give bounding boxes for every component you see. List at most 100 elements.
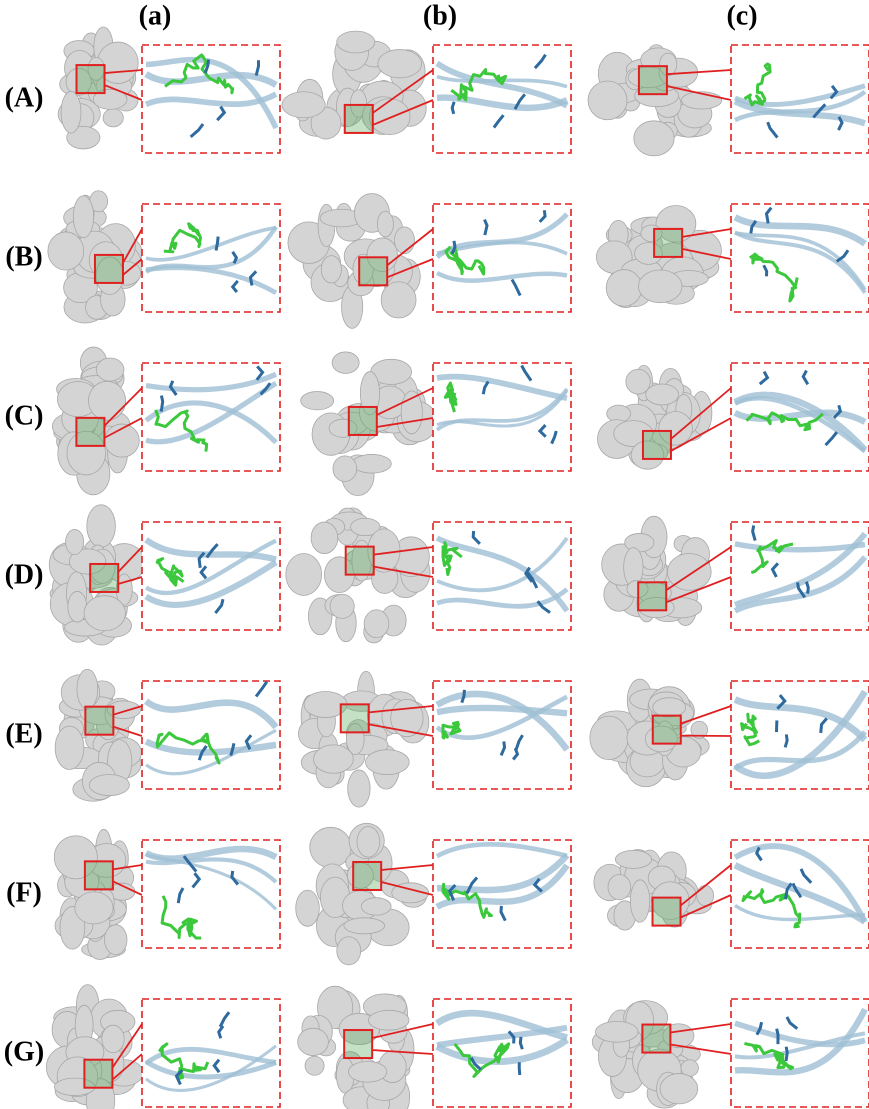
protein-surface — [595, 1020, 639, 1043]
ligand-sticks — [741, 888, 802, 929]
residue-sticks — [837, 116, 844, 131]
residue-sticks — [450, 101, 456, 115]
protein-surface — [69, 548, 107, 575]
residue-sticks — [197, 745, 208, 761]
protein-surface — [304, 1055, 325, 1076]
protein-surface — [360, 897, 392, 916]
docking-panel — [596, 203, 869, 313]
ribbon — [733, 843, 868, 924]
residue-sticks — [829, 84, 839, 100]
ligand-site — [651, 714, 682, 745]
ligand-sticks — [163, 222, 202, 254]
protein-surface — [630, 440, 665, 470]
ribbon — [145, 1044, 277, 1093]
protein-surface — [348, 1061, 388, 1083]
protein-surface — [350, 517, 381, 537]
ligand-site — [343, 103, 374, 134]
protein-surface — [625, 368, 651, 395]
residue-sticks — [799, 868, 813, 884]
ribbon — [733, 730, 868, 771]
connector — [368, 723, 434, 737]
ligand-site — [641, 1023, 672, 1054]
ligand-site — [83, 860, 114, 891]
ribbon — [734, 231, 867, 291]
column-label: (c) — [726, 0, 757, 31]
residue-sticks — [197, 551, 206, 568]
protein-surface — [65, 529, 85, 556]
residue-sticks — [766, 121, 779, 139]
connector — [112, 864, 143, 871]
ligand-sticks — [154, 409, 209, 452]
ribbon — [144, 845, 278, 862]
ligand-sticks — [453, 1042, 511, 1078]
protein-surface — [659, 52, 678, 77]
protein-surface — [76, 668, 99, 710]
protein-surface — [329, 593, 355, 619]
docking-panel — [295, 822, 572, 966]
ribbon — [436, 536, 569, 593]
ribbon — [145, 371, 278, 393]
residue-sticks — [764, 206, 773, 224]
protein-surface — [336, 30, 376, 54]
docking-panel — [601, 515, 869, 631]
residue-sticks — [784, 1046, 789, 1062]
residue-sticks — [447, 883, 457, 901]
protein-surface — [629, 879, 651, 923]
residue-sticks — [819, 717, 828, 734]
docking-panel — [297, 985, 572, 1109]
connector — [104, 69, 143, 74]
residue-sticks — [514, 734, 524, 752]
ligand-site — [343, 1029, 374, 1060]
protein-surface — [356, 826, 381, 858]
residue-sticks — [783, 734, 789, 748]
residue-sticks — [471, 530, 481, 545]
protein-surface — [351, 454, 392, 474]
residue-sticks — [214, 236, 220, 251]
residue-sticks — [762, 264, 769, 277]
protein-surface — [343, 917, 385, 935]
protein-surface — [310, 106, 342, 140]
ribbon — [436, 704, 568, 717]
connector — [117, 546, 143, 573]
ligand-site — [75, 64, 106, 95]
residue-sticks — [254, 680, 269, 698]
ribbon — [436, 373, 568, 401]
protein-surface — [281, 91, 326, 119]
docking-panel — [53, 828, 281, 960]
ligand-site — [339, 703, 370, 734]
residue-sticks — [229, 743, 236, 756]
residue-sticks — [205, 543, 219, 559]
connector — [670, 1023, 732, 1034]
connector — [104, 84, 143, 101]
residue-sticks — [189, 123, 205, 139]
column-label: (a) — [139, 0, 172, 31]
docking-panel — [285, 507, 572, 644]
ribbon — [435, 387, 569, 432]
ligand-sticks — [740, 712, 760, 747]
row-label: (G) — [4, 1036, 44, 1067]
connector — [681, 228, 732, 238]
ribbon — [435, 60, 569, 109]
connector — [372, 99, 434, 126]
residue-sticks — [199, 565, 208, 580]
connector — [372, 1049, 434, 1055]
protein-surface — [365, 749, 410, 775]
ribbon — [145, 857, 278, 884]
protein-surface — [309, 826, 352, 868]
protein-surface — [332, 455, 358, 482]
connector — [371, 1023, 434, 1039]
ligand-site — [347, 405, 378, 436]
residue-sticks — [785, 1016, 799, 1030]
docking-panel — [51, 346, 281, 496]
docking-panel — [587, 44, 869, 157]
ligand-sticks — [450, 68, 508, 102]
inset-frame — [730, 44, 869, 154]
ligand-site — [84, 705, 115, 736]
connector — [666, 69, 732, 76]
ligand-site — [358, 256, 389, 287]
connector — [113, 725, 143, 737]
connector — [681, 248, 732, 260]
connector — [111, 1053, 143, 1081]
residue-sticks — [176, 887, 185, 904]
protein-surface — [88, 380, 127, 421]
